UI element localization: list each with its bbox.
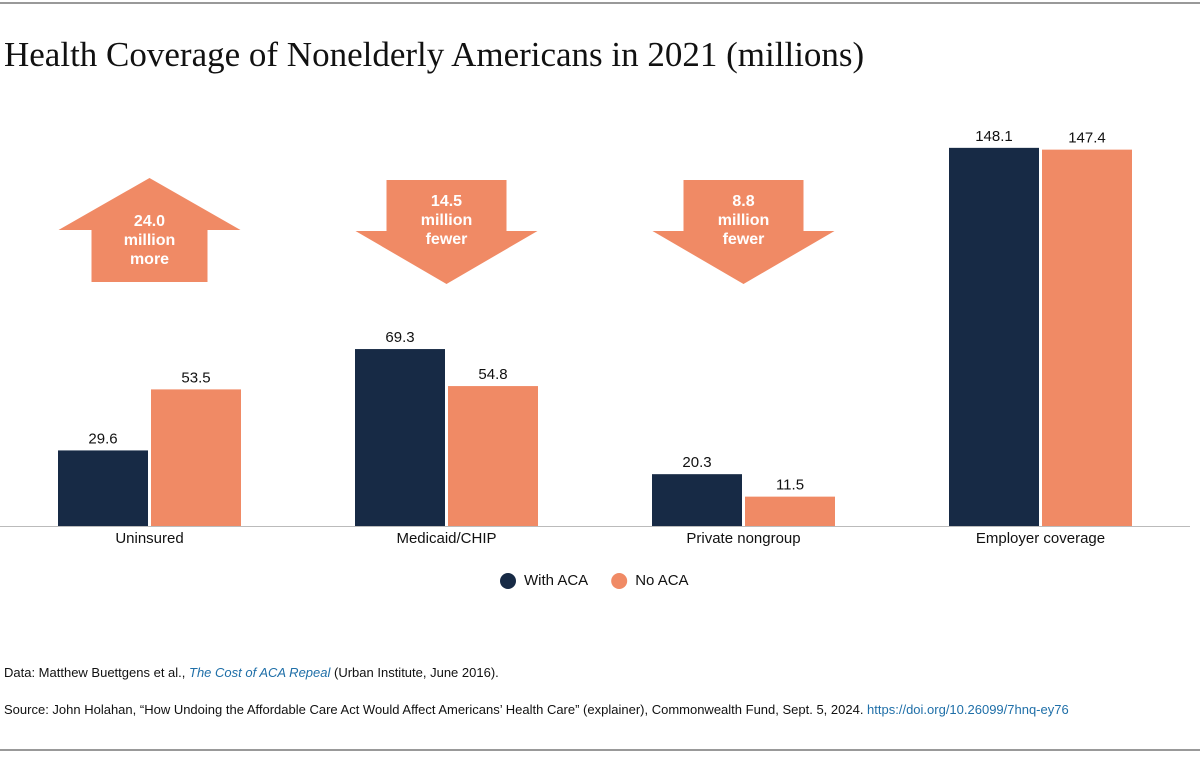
value-label: 148.1: [975, 128, 1013, 145]
annotation-text: 14.5: [431, 193, 462, 210]
bar: [355, 349, 445, 526]
note-text: Source: John Holahan, “How Undoing the A…: [4, 702, 867, 717]
bar: [58, 450, 148, 526]
annotation-text: 8.8: [732, 193, 754, 210]
chart-title: Health Coverage of Nonelderly Americans …: [4, 35, 864, 74]
note-text: (Urban Institute, June 2016).: [330, 665, 498, 680]
annotation-arrow: [652, 180, 835, 284]
annotation-text: 24.0: [134, 213, 165, 230]
bar: [448, 386, 538, 526]
legend-label: With ACA: [524, 572, 588, 589]
note-text: Data: Matthew Buettgens et al.,: [4, 665, 189, 680]
value-label: 53.5: [181, 369, 210, 386]
bar: [151, 389, 241, 526]
bar: [652, 474, 742, 526]
annotation-text: fewer: [723, 231, 765, 248]
source-link[interactable]: https://doi.org/10.26099/7hnq-ey76: [867, 702, 1069, 717]
annotation-arrow: [58, 178, 241, 282]
value-label: 20.3: [682, 454, 711, 471]
value-label: 54.8: [478, 366, 507, 383]
annotation-text: million: [124, 232, 176, 249]
x-tick-label: Medicaid/CHIP: [396, 530, 496, 547]
value-label: 29.6: [88, 430, 117, 447]
legend-swatch: [611, 573, 628, 589]
legend-swatch: [500, 573, 516, 589]
value-label: 147.4: [1068, 130, 1106, 147]
bar: [1042, 149, 1132, 526]
x-tick-label: Uninsured: [115, 530, 183, 547]
annotation-text: more: [130, 251, 169, 268]
bar: [745, 496, 835, 526]
value-label: 69.3: [385, 329, 414, 346]
annotation-text: million: [718, 212, 770, 229]
source-note: Source: John Holahan, “How Undoing the A…: [4, 702, 1069, 717]
x-tick-label: Private nongroup: [686, 530, 800, 547]
value-label: 11.5: [776, 477, 804, 494]
legend-label: No ACA: [635, 572, 688, 589]
annotation-text: million: [421, 212, 473, 229]
bar: [949, 147, 1039, 527]
data-note: Data: Matthew Buettgens et al., The Cost…: [4, 665, 499, 680]
annotation-text: fewer: [426, 231, 468, 248]
annotation-arrow: [355, 180, 538, 284]
x-tick-label: Employer coverage: [976, 530, 1105, 547]
note-link[interactable]: The Cost of ACA Repeal: [189, 665, 331, 680]
